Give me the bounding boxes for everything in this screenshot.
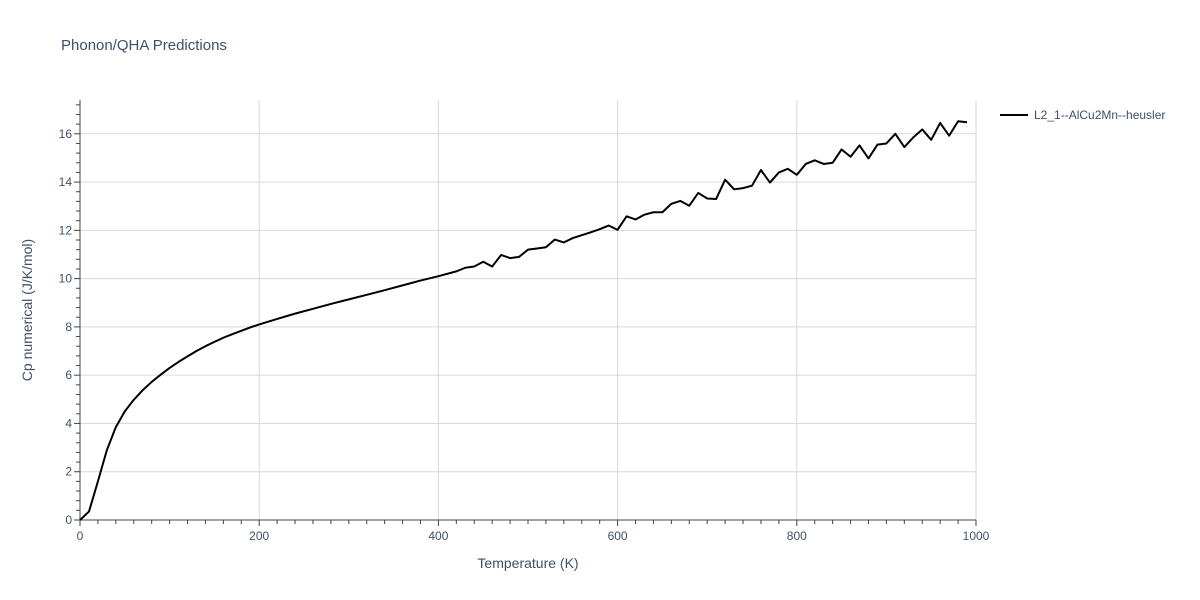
y-tick-label: 0 bbox=[65, 513, 72, 527]
x-tick-label: 400 bbox=[428, 529, 448, 543]
x-tick-label: 200 bbox=[249, 529, 269, 543]
y-tick-label: 16 bbox=[59, 127, 73, 141]
legend-label: L2_1--AlCu2Mn--heusler bbox=[1034, 108, 1165, 122]
y-tick-label: 2 bbox=[65, 465, 72, 479]
legend[interactable]: L2_1--AlCu2Mn--heusler bbox=[1000, 108, 1165, 122]
x-tick-label: 0 bbox=[77, 529, 84, 543]
y-tick-label: 12 bbox=[59, 223, 73, 237]
y-tick-label: 6 bbox=[65, 368, 72, 382]
y-axis-title: Cp numerical (J/K/mol) bbox=[19, 239, 35, 381]
x-tick-label: 600 bbox=[608, 529, 628, 543]
grid bbox=[80, 100, 977, 520]
x-tick-label: 800 bbox=[787, 529, 807, 543]
x-tick-label: 1000 bbox=[963, 529, 990, 543]
chart-title: Phonon/QHA Predictions bbox=[61, 37, 227, 54]
y-tick-label: 8 bbox=[65, 320, 72, 334]
axes: 0 200 400 600 800 1000 0 2 4 6 8 10 12 14 16 bbox=[59, 100, 990, 543]
y-tick-label: 4 bbox=[65, 416, 72, 430]
y-tick-label: 10 bbox=[59, 272, 73, 286]
series-group bbox=[79, 120, 968, 521]
x-axis-title: Temperature (K) bbox=[477, 555, 578, 571]
y-tick-label: 14 bbox=[59, 175, 73, 189]
series-line[interactable] bbox=[79, 120, 968, 521]
